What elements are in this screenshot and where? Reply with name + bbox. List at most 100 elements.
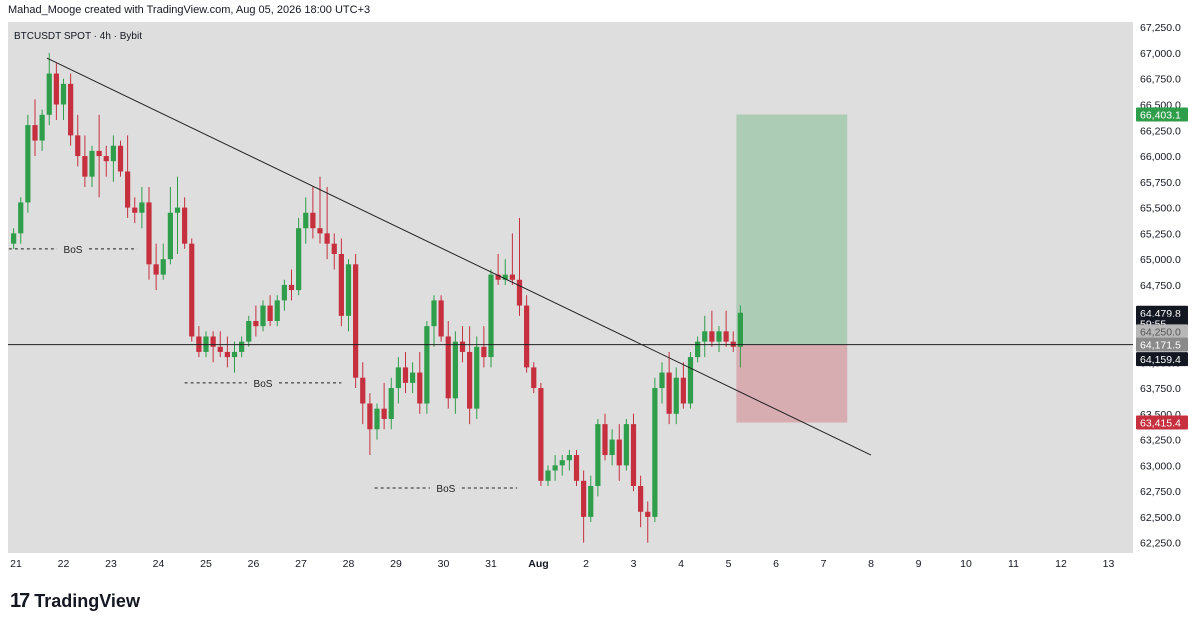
candle-body	[495, 274, 501, 280]
candle-body	[737, 312, 743, 347]
candle-body	[459, 341, 466, 352]
candle-body	[160, 259, 166, 275]
candle-48	[353, 253, 359, 389]
candle-body	[417, 372, 423, 404]
price-tick-label: 65,500.0	[1140, 203, 1181, 215]
candle-91	[659, 362, 665, 404]
bos-label-2: BoS	[436, 484, 455, 495]
candle-body	[716, 331, 722, 342]
candle-body	[68, 83, 74, 136]
candle-31	[231, 341, 238, 373]
created-by-text: Mahad_Mooge created with TradingView.com…	[8, 4, 371, 16]
position-profit-zone[interactable]	[736, 114, 848, 345]
candle-body	[666, 372, 672, 414]
candle-body	[281, 284, 287, 301]
candle-body	[545, 470, 551, 481]
candle-body	[303, 212, 309, 229]
drawn-lines[interactable]	[8, 57, 1133, 456]
price-label-6: 63,415.4	[1140, 418, 1181, 430]
candle-body	[616, 439, 622, 466]
candle-20	[153, 243, 159, 291]
candle-body	[445, 336, 451, 399]
time-tick-label: 13	[1103, 558, 1115, 570]
candle-body	[296, 228, 302, 291]
candle-15	[117, 140, 124, 177]
candle-body	[25, 125, 31, 203]
candle-body	[139, 202, 145, 213]
candle-body	[96, 150, 102, 157]
candle-46	[338, 238, 344, 327]
candle-11	[89, 145, 95, 187]
candle-13	[103, 145, 109, 177]
time-tick-label: 22	[58, 558, 70, 570]
candle-body	[509, 274, 515, 280]
candle-83	[602, 413, 608, 461]
candle-body	[267, 305, 273, 322]
candle-body	[60, 83, 67, 105]
candle-92	[666, 351, 672, 425]
price-label-0: 66,403.1	[1140, 109, 1181, 121]
price-labels: 66,403.164,479.859:5564,250.064,171.564,…	[1136, 107, 1188, 430]
candle-body	[374, 408, 380, 430]
tradingview-wordmark: TradingView	[34, 591, 140, 611]
candle-90	[652, 377, 658, 523]
time-tick-label: 2	[583, 558, 589, 570]
candle-60	[438, 295, 444, 342]
candle-35	[260, 300, 266, 332]
candle-body	[153, 264, 159, 275]
time-tick-label: 10	[960, 558, 972, 570]
candle-71	[516, 217, 523, 316]
candle-body	[53, 73, 59, 105]
price-label-bg-1	[1136, 305, 1188, 320]
candle-17	[132, 197, 138, 224]
time-tick-label: 31	[485, 558, 497, 570]
price-axis[interactable]: 62,250.0 62,500.0 62,750.0 63,000.0 63,250.0…	[1140, 22, 1181, 550]
time-tick-label: 5	[726, 558, 732, 570]
position-loss-zone[interactable]	[736, 344, 848, 423]
candle-body	[46, 73, 52, 115]
position-tool[interactable]	[736, 114, 848, 423]
candle-body	[680, 377, 686, 404]
candle-86	[623, 418, 629, 471]
candle-6	[53, 63, 59, 120]
candle-body	[11, 233, 17, 244]
time-tick-label: 26	[248, 558, 260, 570]
candle-body	[638, 485, 644, 512]
candle-body	[623, 424, 629, 466]
candle-42	[310, 186, 316, 239]
candle-18	[139, 186, 145, 229]
candle-body	[645, 511, 651, 517]
price-label-3: 64,250.0	[1140, 326, 1181, 338]
candle-body	[239, 341, 245, 352]
price-tick-label: 63,250.0	[1140, 435, 1181, 447]
candle-59	[431, 295, 437, 347]
candle-61	[445, 321, 451, 409]
candle-body	[524, 305, 530, 368]
candle-body	[573, 455, 580, 481]
candle-87	[630, 413, 637, 492]
candle-body	[438, 300, 444, 337]
trendline[interactable]	[46, 57, 872, 456]
candle-body	[125, 171, 131, 208]
candle-82	[595, 418, 601, 497]
candle-body	[288, 284, 295, 291]
candle-93	[673, 367, 679, 425]
candle-3	[32, 99, 38, 157]
candle-body	[353, 264, 359, 378]
candle-body	[331, 243, 337, 254]
time-tick-label: 29	[390, 558, 402, 570]
candle-52	[381, 382, 387, 430]
candle-1	[18, 197, 24, 244]
candle-body	[673, 377, 679, 414]
candle-body	[652, 388, 658, 517]
candle-49	[360, 362, 366, 425]
candle-57	[417, 351, 423, 414]
candle-body	[338, 253, 344, 316]
tradingview-logo-icon: 17	[10, 590, 30, 612]
time-axis[interactable]: 21 22 23 24 25 26 27 28 29 30 31 Aug 2 3 4 5 6 7 8 9 10 11 12 1…	[10, 558, 1114, 570]
candle-79	[573, 449, 580, 486]
candle-body	[274, 300, 280, 322]
candle-body	[481, 346, 487, 358]
